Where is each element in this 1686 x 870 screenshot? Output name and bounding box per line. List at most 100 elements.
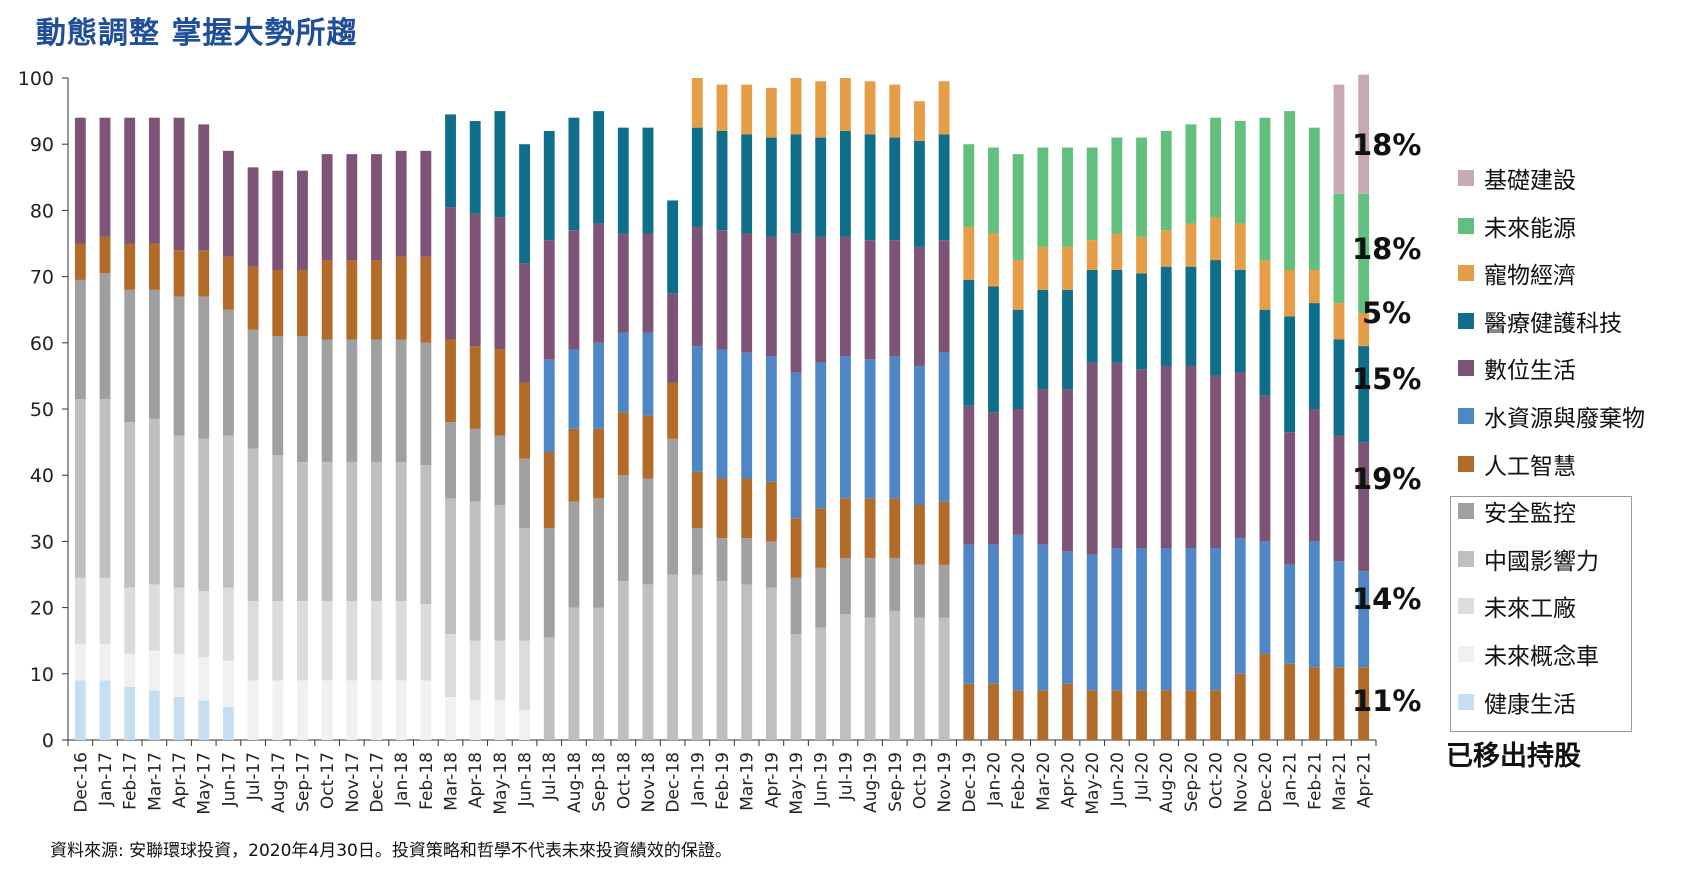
bar-segment xyxy=(469,346,481,429)
legend-item: 水資源與廢棄物 xyxy=(1458,402,1645,432)
bar-segment xyxy=(198,700,210,740)
x-tick-label: Apr-21 xyxy=(1355,752,1375,808)
bar-segment xyxy=(568,501,580,608)
bar-segment xyxy=(297,600,308,681)
bar-segment xyxy=(765,137,777,237)
bar-segment xyxy=(815,137,827,237)
x-tick-label: Jan-17 xyxy=(96,752,116,807)
x-tick-label: Jun-20 xyxy=(1108,752,1128,807)
bar-segment xyxy=(1136,690,1147,740)
bar-segment xyxy=(198,124,210,251)
pct-label-infrastructure: 18% xyxy=(1352,128,1422,162)
legend-swatch xyxy=(1458,598,1474,615)
bar-segment xyxy=(469,640,481,701)
y-tick-label: 30 xyxy=(30,531,54,553)
bar-segment xyxy=(124,687,136,740)
bar-segment xyxy=(272,680,284,740)
bar-segment xyxy=(864,134,876,241)
bar-segment xyxy=(642,415,654,479)
bar-segment xyxy=(864,240,876,360)
bar-segment xyxy=(247,266,259,330)
bar-segment xyxy=(1234,538,1246,674)
bar-segment xyxy=(1062,246,1073,290)
bar-segment xyxy=(716,84,728,131)
bar-segment xyxy=(716,538,728,582)
x-tick-label: Sep-17 xyxy=(293,752,313,812)
bar-segment xyxy=(297,269,308,337)
bar-segment xyxy=(765,356,777,482)
bar-segment xyxy=(716,130,728,231)
bar-segment xyxy=(839,78,851,131)
bar-segment xyxy=(74,680,86,740)
legend-label: 寵物經濟 xyxy=(1484,263,1576,290)
bar-segment xyxy=(420,150,432,257)
bar-segment xyxy=(420,465,432,605)
bar-segment xyxy=(321,600,333,681)
bar-segment xyxy=(1111,548,1123,691)
bar-segment xyxy=(74,399,86,578)
bar-segment xyxy=(222,435,234,588)
bar-segment xyxy=(395,461,407,601)
bar-segment xyxy=(691,346,703,472)
bar-segment xyxy=(371,260,382,340)
legend-item: 數位生活 xyxy=(1458,354,1576,384)
bar-segment xyxy=(173,435,185,588)
x-tick-label: Oct-19 xyxy=(910,752,930,809)
bar-segment xyxy=(839,356,851,499)
bar-segment xyxy=(420,256,432,343)
bar-segment xyxy=(321,260,333,340)
bar-segment xyxy=(790,577,802,635)
bar-segment xyxy=(371,680,382,740)
bar-segment xyxy=(222,256,234,310)
bar-segment xyxy=(889,498,901,558)
bar-segment xyxy=(148,650,160,691)
bar-segment xyxy=(1086,554,1098,691)
source-note: 資料來源: 安聯環球投資，2020年4月30日。投資策略和哲學不代表未來投資績效… xyxy=(50,841,732,861)
bar-segment xyxy=(1136,369,1147,549)
bar-segment xyxy=(543,240,555,360)
bar-segment xyxy=(1234,372,1246,539)
bar-segment xyxy=(346,461,358,601)
bar-segment xyxy=(790,78,802,135)
bar-segment xyxy=(445,696,456,740)
bar-segment xyxy=(124,117,136,244)
bar-segment xyxy=(667,200,679,294)
bar-segment xyxy=(1111,362,1123,549)
bar-segment xyxy=(173,117,185,251)
bar-segment xyxy=(1037,246,1049,290)
bar-segment xyxy=(321,461,333,601)
bar-segment xyxy=(519,640,530,711)
bar-segment xyxy=(988,412,999,545)
x-tick-label: Dec-20 xyxy=(1256,752,1276,813)
pct-label-digital-life: 19% xyxy=(1352,462,1422,496)
bar-segment xyxy=(469,700,481,740)
pct-label-water-waste: 14% xyxy=(1352,582,1422,616)
bar-segment xyxy=(99,117,111,237)
bar-segment xyxy=(469,121,481,214)
bar-segment xyxy=(938,617,950,740)
bar-segment xyxy=(272,269,284,337)
y-tick-label: 60 xyxy=(30,333,54,355)
x-tick-label: Oct-20 xyxy=(1207,752,1227,809)
bar-segment xyxy=(371,154,382,261)
bar-segment xyxy=(173,296,185,436)
bar-segment xyxy=(1037,289,1049,390)
x-tick-label: Jun-18 xyxy=(516,752,536,807)
bar-segment xyxy=(494,435,506,505)
bar-segment xyxy=(1284,269,1296,317)
bar-segment xyxy=(1062,551,1073,684)
bar-segment xyxy=(1185,690,1197,740)
bar-segment xyxy=(1160,365,1172,549)
x-tick-label: Jul-19 xyxy=(836,752,856,801)
legend-swatch xyxy=(1458,360,1474,377)
x-tick-label: Apr-19 xyxy=(762,752,782,808)
bar-segment xyxy=(1284,564,1296,664)
x-tick-label: Apr-17 xyxy=(170,752,190,808)
bar-segment xyxy=(914,365,925,505)
bar-segment xyxy=(914,504,925,565)
legend-item: 中國影響力 xyxy=(1458,545,1599,575)
bar-segment xyxy=(297,461,308,601)
bar-segment xyxy=(765,541,777,588)
bar-segment xyxy=(716,581,728,740)
bar-segment xyxy=(691,528,703,575)
